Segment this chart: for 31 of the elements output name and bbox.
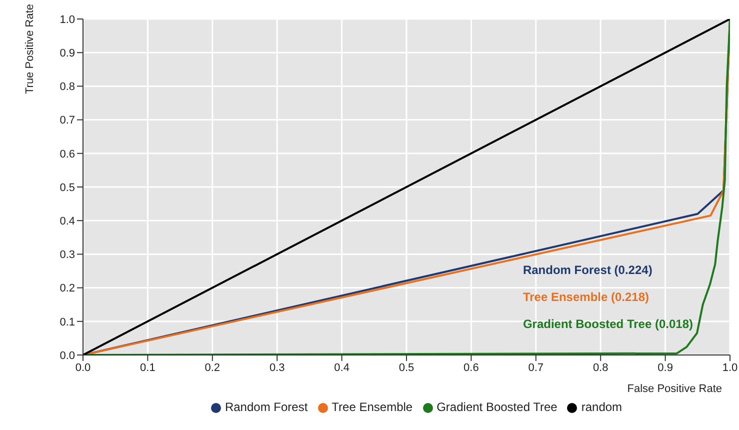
y-tick-label: 1.0 [60,14,75,26]
y-tick-label: 0.6 [60,148,75,160]
x-tick-label: 0.6 [464,362,479,374]
legend-label: Tree Ensemble [332,400,413,414]
x-tick-label: 1.0 [722,362,738,374]
x-tick-label: 0.8 [592,362,608,374]
legend-label: random [581,400,622,414]
annotation: Random Forest (0.224) [522,263,652,277]
annotation: Tree Ensemble (0.218) [522,290,650,304]
y-tick-label: 0.0 [60,350,75,362]
y-tick-label: 0.7 [60,114,75,127]
y-tick-label: 0.2 [60,282,75,295]
x-tick-label: 0.2 [204,362,220,374]
x-tick-label: 0.3 [269,362,285,374]
x-tick-label: 0.9 [658,362,673,374]
legend-label: Gradient Boosted Tree [436,400,558,414]
x-tick-label: 0.7 [528,362,544,374]
y-tick-label: 0.9 [60,48,75,60]
x-tick-label: 0.0 [75,362,91,374]
y-tick-label: 0.3 [60,249,75,262]
annotation: Gradient Boosted Tree (0.018) [522,316,694,331]
y-axis-title: True Positive Rate [24,4,36,94]
x-tick-label: 0.5 [398,362,414,374]
x-tick-label: 0.4 [334,362,350,374]
y-tick-label: 0.1 [60,316,75,328]
x-tick-label: 0.1 [140,362,156,374]
y-tick-label: 0.8 [60,81,75,94]
legend-label: Random Forest [224,400,308,414]
x-axis-title: False Positive Rate [627,383,722,395]
y-tick-label: 0.5 [60,182,75,194]
y-tick-label: 0.4 [60,216,75,228]
